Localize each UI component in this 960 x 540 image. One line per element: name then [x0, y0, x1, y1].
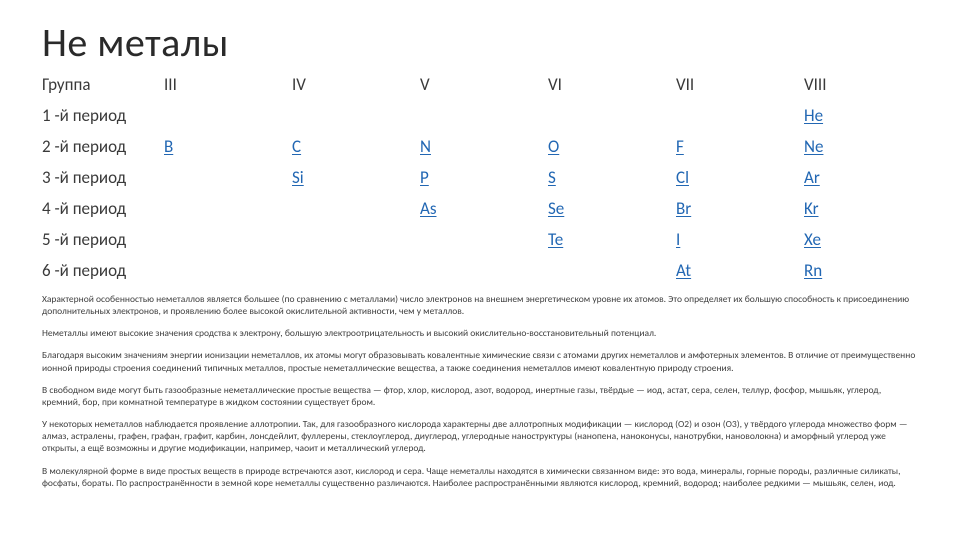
period-label: 5 -й период: [42, 224, 164, 255]
element-cell: [292, 224, 420, 255]
element-cell: As: [420, 193, 548, 224]
table-row: 2 -й периодB C N O F Ne: [42, 131, 918, 162]
element-symbol: Xe: [804, 229, 821, 250]
period-label: 2 -й период: [42, 131, 164, 162]
element-cell: [548, 255, 676, 286]
group-col: VI: [548, 69, 676, 100]
description-paragraph: В молекулярной форме в виде простых веще…: [42, 465, 918, 489]
element-symbol: Rn: [804, 260, 822, 281]
element-cell: B: [164, 131, 292, 162]
table-row: 4 -й период As Se Br Kr: [42, 193, 918, 224]
element-symbol: O: [548, 136, 559, 157]
element-cell: Te: [548, 224, 676, 255]
table-row: 5 -й период Te I Xe: [42, 224, 918, 255]
element-cell: Cl: [676, 162, 804, 193]
element-symbol: C: [292, 136, 301, 157]
element-symbol: B: [164, 136, 173, 157]
period-label: 4 -й период: [42, 193, 164, 224]
element-cell: [164, 162, 292, 193]
element-cell: Se: [548, 193, 676, 224]
table-row: 1 -й период He: [42, 100, 918, 131]
element-cell: [164, 193, 292, 224]
element-symbol: Si: [292, 167, 304, 188]
element-cell: Br: [676, 193, 804, 224]
element-cell: [676, 100, 804, 131]
element-cell: He: [804, 100, 918, 131]
element-cell: [164, 255, 292, 286]
element-cell: Kr: [804, 193, 918, 224]
group-header-label: Группа: [42, 69, 164, 100]
table-row: 6 -й период At Rn: [42, 255, 918, 286]
element-cell: O: [548, 131, 676, 162]
group-col: V: [420, 69, 548, 100]
description-paragraph: Характерной особенностью неметаллов явля…: [42, 293, 918, 317]
element-cell: [164, 100, 292, 131]
element-symbol: At: [676, 260, 691, 281]
element-cell: [548, 100, 676, 131]
period-label: 3 -й период: [42, 162, 164, 193]
description-paragraph: У некоторых неметаллов наблюдается прояв…: [42, 418, 918, 454]
element-symbol: Cl: [676, 167, 689, 188]
periodic-table: Группа III IV V VI VII VIII 1 -й период H…: [42, 69, 918, 286]
table-header-row: Группа III IV V VI VII VIII: [42, 69, 918, 100]
element-cell: Xe: [804, 224, 918, 255]
group-col: VII: [676, 69, 804, 100]
element-cell: [164, 224, 292, 255]
element-cell: [292, 255, 420, 286]
element-symbol: Ne: [804, 136, 823, 157]
element-cell: At: [676, 255, 804, 286]
group-col: VIII: [804, 69, 918, 100]
element-symbol: F: [676, 136, 684, 157]
element-cell: N: [420, 131, 548, 162]
element-cell: F: [676, 131, 804, 162]
description-paragraph: В свободном виде могут быть газообразные…: [42, 384, 918, 408]
element-cell: [292, 100, 420, 131]
description-paragraphs: Характерной особенностью неметаллов явля…: [42, 293, 918, 489]
element-symbol: S: [548, 167, 556, 188]
element-cell: [420, 100, 548, 131]
element-symbol: P: [420, 167, 429, 188]
table-row: 3 -й период Si P S Cl Ar: [42, 162, 918, 193]
element-cell: P: [420, 162, 548, 193]
element-cell: C: [292, 131, 420, 162]
element-cell: Ne: [804, 131, 918, 162]
element-symbol: Br: [676, 198, 691, 219]
element-cell: S: [548, 162, 676, 193]
description-paragraph: Неметаллы имеют высокие значения сродств…: [42, 327, 918, 339]
element-cell: I: [676, 224, 804, 255]
element-symbol: Kr: [804, 198, 819, 219]
element-cell: [292, 193, 420, 224]
element-symbol: As: [420, 198, 437, 219]
page-title: Не металы: [42, 18, 918, 67]
element-cell: Si: [292, 162, 420, 193]
element-symbol: He: [804, 105, 823, 126]
period-label: 1 -й период: [42, 100, 164, 131]
description-paragraph: Благодаря высоким значениям энергии иони…: [42, 349, 918, 373]
element-symbol: Se: [548, 198, 564, 219]
element-cell: Rn: [804, 255, 918, 286]
element-symbol: Ar: [804, 167, 820, 188]
group-col: III: [164, 69, 292, 100]
element-cell: [420, 255, 548, 286]
period-label: 6 -й период: [42, 255, 164, 286]
element-symbol: I: [676, 229, 680, 250]
periodic-table-wrap: Группа III IV V VI VII VIII 1 -й период H…: [42, 69, 918, 287]
group-col: IV: [292, 69, 420, 100]
element-symbol: N: [420, 136, 431, 157]
element-symbol: Te: [548, 229, 563, 250]
element-cell: Ar: [804, 162, 918, 193]
element-cell: [420, 224, 548, 255]
